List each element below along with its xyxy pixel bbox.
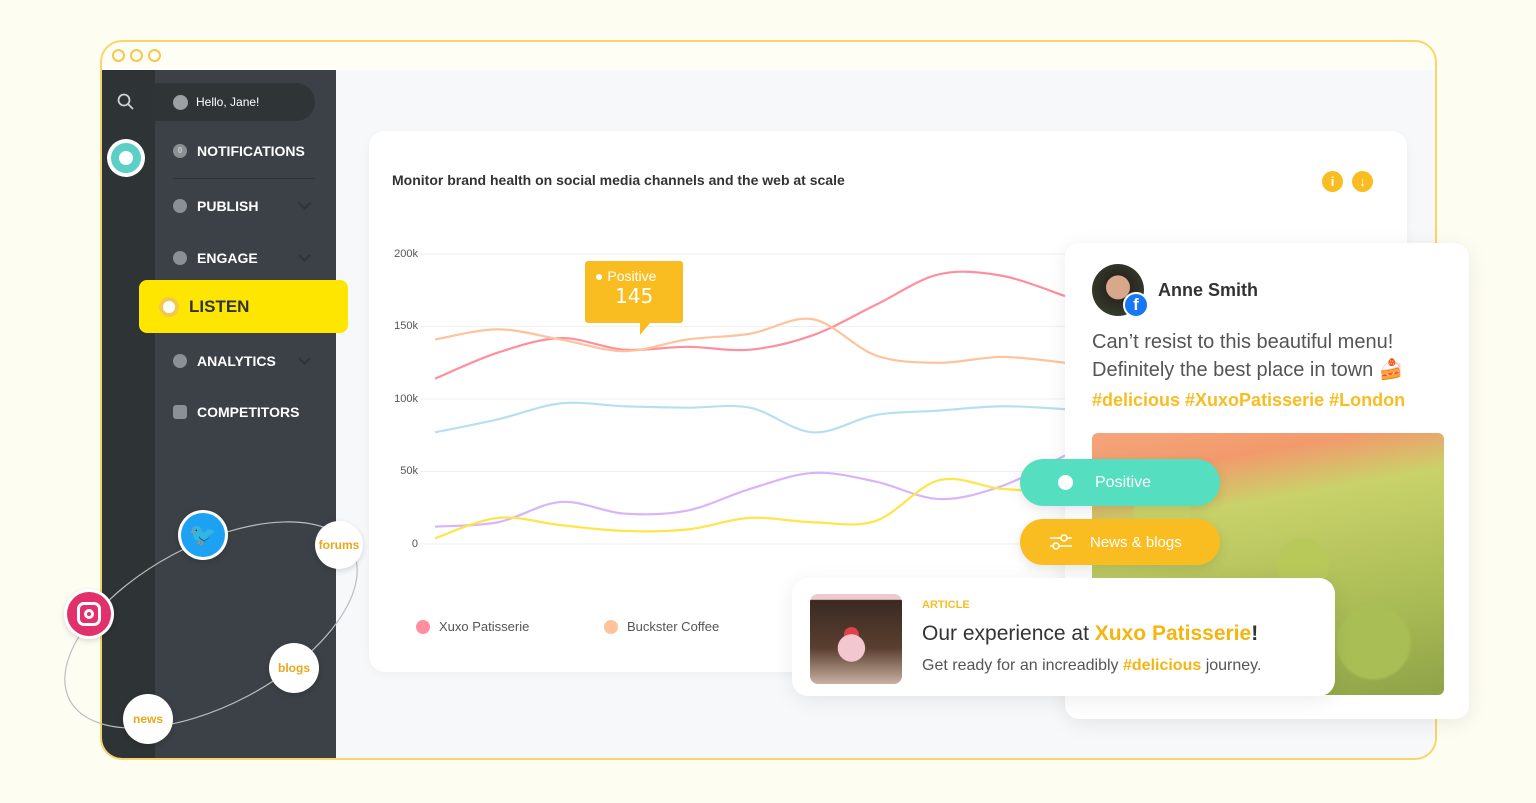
sidebar-item-listen[interactable]: LISTEN	[139, 280, 348, 333]
sliders-icon	[1050, 534, 1072, 550]
y-tick: 150k	[394, 320, 418, 332]
paper-plane-icon	[173, 199, 187, 213]
post-text: Can’t resist to this beautiful menu! Defi…	[1092, 331, 1404, 381]
series-line-buckster-coffee	[434, 317, 1066, 364]
channel-blogs[interactable]: blogs	[269, 643, 319, 693]
sidebar-item-engage[interactable]: ENGAGE	[173, 250, 258, 266]
article-title[interactable]: Our experience at Xuxo Patisserie!	[922, 622, 1259, 645]
channel-news[interactable]: news	[123, 694, 173, 744]
chart-title: Monitor brand health on social media cha…	[392, 172, 845, 188]
sidebar-item-publish[interactable]: PUBLISH	[173, 198, 258, 214]
article-tag: ARTICLE	[922, 599, 970, 611]
legend-item[interactable]: Buckster Coffee	[604, 619, 719, 634]
series-line-xuxo-patisserie	[434, 270, 1066, 380]
window-dot	[112, 49, 125, 62]
divider	[173, 178, 315, 179]
channel-orbit	[64, 521, 358, 729]
series-line-3	[434, 454, 1066, 528]
download-icon[interactable]: ↓	[1352, 171, 1373, 192]
grid-icon	[173, 405, 187, 419]
notification-count-badge: 0	[173, 144, 187, 158]
legend-item[interactable]: Xuxo Patisserie	[416, 619, 529, 634]
user-greeting[interactable]: Hello, Jane!	[153, 83, 315, 121]
post-author: Anne Smith	[1158, 280, 1259, 300]
dot-icon	[1058, 475, 1073, 490]
sidebar-item-notifications[interactable]: 0 NOTIFICATIONS	[173, 143, 305, 159]
avatar	[173, 94, 188, 110]
channel-forums[interactable]: forums	[315, 521, 363, 569]
info-icon[interactable]: i	[1322, 171, 1343, 192]
analytics-icon	[173, 354, 187, 368]
source-filter-pill[interactable]: News & blogs	[1020, 519, 1220, 565]
y-tick: 200k	[394, 248, 418, 260]
article-thumbnail	[810, 594, 902, 684]
y-tick: 100k	[394, 393, 418, 405]
window-dot	[148, 49, 161, 62]
icon-rail	[102, 70, 155, 758]
sentiment-filter-pill[interactable]: Positive	[1020, 459, 1220, 506]
instagram-icon[interactable]	[64, 589, 114, 639]
sidebar-item-competitors[interactable]: COMPETITORS	[173, 404, 299, 420]
window-dot	[130, 49, 143, 62]
search-icon[interactable]	[117, 93, 135, 111]
chat-bubble-icon	[173, 251, 187, 265]
y-tick: 0	[411, 538, 418, 550]
listen-icon	[159, 296, 179, 317]
brand-logo[interactable]	[107, 139, 145, 177]
article-description: Get ready for an increadibly #delicious …	[922, 657, 1262, 674]
twitter-icon[interactable]: 🐦	[178, 510, 228, 560]
series-line-2	[434, 401, 1066, 434]
post-hashtags[interactable]: #delicious #XuxoPatisserie #London	[1092, 390, 1406, 410]
y-tick: 50k	[400, 465, 418, 477]
chart-tooltip: ● Positive 145	[585, 261, 683, 335]
sidebar-item-analytics[interactable]: ANALYTICS	[173, 353, 276, 369]
series-line-4	[434, 477, 1066, 540]
facebook-icon: f	[1123, 292, 1149, 318]
